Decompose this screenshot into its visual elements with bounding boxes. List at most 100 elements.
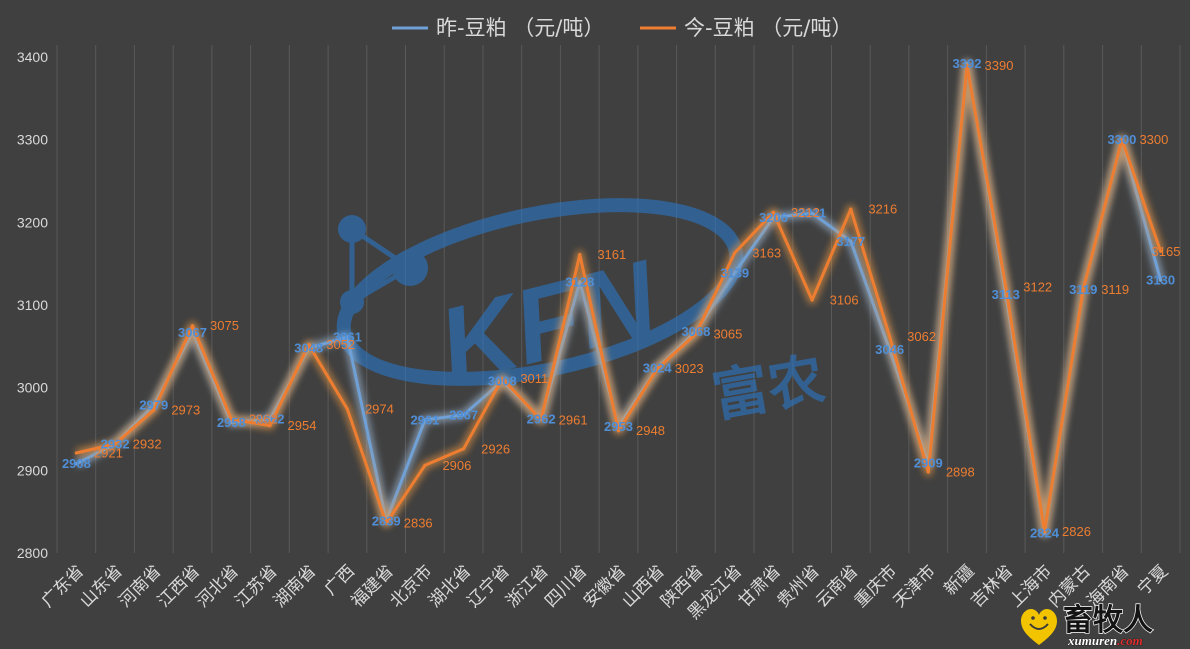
data-label-yesterday: 3206 — [759, 210, 788, 225]
y-tick-label: 2900 — [17, 462, 48, 478]
data-label-today: 2948 — [636, 423, 665, 438]
data-label-yesterday: 3211 — [798, 206, 826, 221]
y-tick-label: 3000 — [17, 380, 48, 396]
y-tick-label: 3100 — [17, 297, 48, 313]
data-label-yesterday: 2953 — [604, 419, 633, 434]
data-label-today: 3300 — [1139, 132, 1168, 147]
data-label-yesterday: 3113 — [992, 287, 1020, 302]
x-tick-label: 上海市 — [1006, 561, 1056, 611]
data-label-today: 3212 — [791, 205, 820, 220]
x-tick-label: 河北省 — [193, 561, 243, 611]
data-point-today — [345, 407, 349, 411]
data-label-yesterday: 3392 — [953, 56, 982, 71]
data-label-yesterday: 3061 — [333, 330, 362, 345]
data-point-today — [423, 463, 427, 467]
data-label-yesterday: 3177 — [836, 234, 865, 249]
x-tick-label: 河南省 — [115, 561, 165, 611]
data-label-yesterday: 3048 — [294, 341, 323, 356]
data-label-yesterday: 2958 — [217, 415, 246, 430]
x-tick-label: 北京市 — [386, 561, 436, 611]
data-point-today — [229, 417, 233, 421]
data-point-yesterday — [462, 413, 466, 417]
data-point-today — [849, 207, 853, 211]
y-tick-label: 3400 — [17, 49, 48, 65]
series-lines — [74, 59, 1165, 538]
heart-eye-icon — [1043, 616, 1047, 620]
data-label-today: 2921 — [94, 446, 123, 461]
data-label-today: 2961 — [559, 412, 588, 427]
x-tick-label: 四川省 — [541, 561, 591, 611]
x-tick-label: 重庆市 — [851, 561, 901, 611]
data-label-today: 3052 — [326, 337, 355, 352]
x-tick-label: 江苏省 — [231, 561, 281, 611]
x-tick-label: 天津市 — [890, 561, 940, 611]
data-label-yesterday: 2839 — [372, 513, 401, 528]
data-label-yesterday: 3139 — [720, 265, 749, 280]
data-label-today: 2826 — [1062, 524, 1091, 539]
data-point-yesterday — [423, 418, 427, 422]
data-label-today: 3119 — [1101, 282, 1129, 297]
data-point-yesterday — [733, 271, 737, 275]
watermark-name: 富农 — [708, 347, 829, 428]
data-point-today — [1004, 285, 1008, 289]
x-tick-label: 广东省 — [38, 561, 88, 611]
data-label-yesterday: 3067 — [178, 325, 207, 340]
data-point-today — [462, 447, 466, 451]
data-label-today: 2954 — [288, 418, 317, 433]
legend-label-today: 今-豆粕 （元/吨） — [684, 16, 852, 40]
data-label-yesterday: 3119 — [1069, 282, 1097, 297]
data-label-today: 3161 — [597, 247, 626, 262]
data-label-yesterday: 3024 — [643, 360, 673, 375]
data-label-yesterday: 2961 — [410, 412, 439, 427]
data-point-today — [190, 324, 195, 328]
data-label-yesterday: 3130 — [1146, 273, 1175, 288]
x-tick-label: 云南省 — [812, 561, 862, 611]
data-label-today: 3062 — [907, 329, 936, 344]
x-tick-label: 宁夏 — [1134, 561, 1172, 599]
data-label-today: 3011 — [520, 371, 548, 386]
data-point-today — [888, 334, 892, 338]
data-point-yesterday — [810, 211, 814, 215]
legend: 昨-豆粕 （元/吨） 今-豆粕 （元/吨） — [392, 16, 852, 40]
data-label-yesterday: 3008 — [488, 374, 517, 389]
data-point-yesterday — [74, 462, 78, 466]
data-point-today — [1081, 287, 1085, 291]
x-tick-label: 湖北省 — [425, 561, 475, 611]
data-label-today: 2836 — [404, 516, 433, 531]
data-label-yesterday: 2909 — [914, 455, 943, 470]
data-point-today — [74, 451, 78, 455]
data-label-yesterday: 2932 — [101, 436, 130, 451]
data-label-today: 3075 — [210, 318, 239, 333]
data-point-today — [926, 470, 930, 474]
data-label-today: 3163 — [752, 245, 781, 260]
data-label-yesterday: 3300 — [1107, 132, 1136, 147]
x-tick-label: 山西省 — [619, 561, 669, 611]
site-logo: 畜牧人 xumuren.com — [1021, 602, 1154, 648]
data-label-today: 2962 — [249, 412, 278, 427]
data-label-yesterday: 3046 — [875, 342, 904, 357]
legend-item-yesterday: 昨-豆粕 （元/吨） — [392, 16, 604, 40]
heart-eye-icon — [1031, 616, 1035, 620]
data-label-yesterday: 3128 — [565, 274, 594, 289]
data-label-yesterday: 2979 — [139, 398, 168, 413]
data-point-today — [307, 343, 311, 347]
data-label-today: 2974 — [365, 402, 394, 417]
legend-label-yesterday: 昨-豆粕 （元/吨） — [436, 16, 604, 40]
data-point-today — [578, 253, 582, 257]
x-tick-label: 安徽省 — [580, 561, 630, 611]
data-label-today: 3216 — [868, 202, 897, 217]
data-point-today — [1159, 249, 1163, 253]
heart-smile-icon — [1029, 623, 1049, 630]
data-point-today — [539, 418, 543, 422]
data-label-today: 3390 — [985, 58, 1014, 73]
data-label-today: 2932 — [133, 436, 162, 451]
data-label-today: 2898 — [946, 465, 975, 480]
data-point-today — [113, 442, 117, 446]
data-label-today: 3165 — [1152, 244, 1181, 259]
logo-domain-name: xumuren — [1067, 633, 1117, 648]
x-tick-label: 山东省 — [76, 561, 126, 611]
series-today — [74, 60, 1165, 536]
